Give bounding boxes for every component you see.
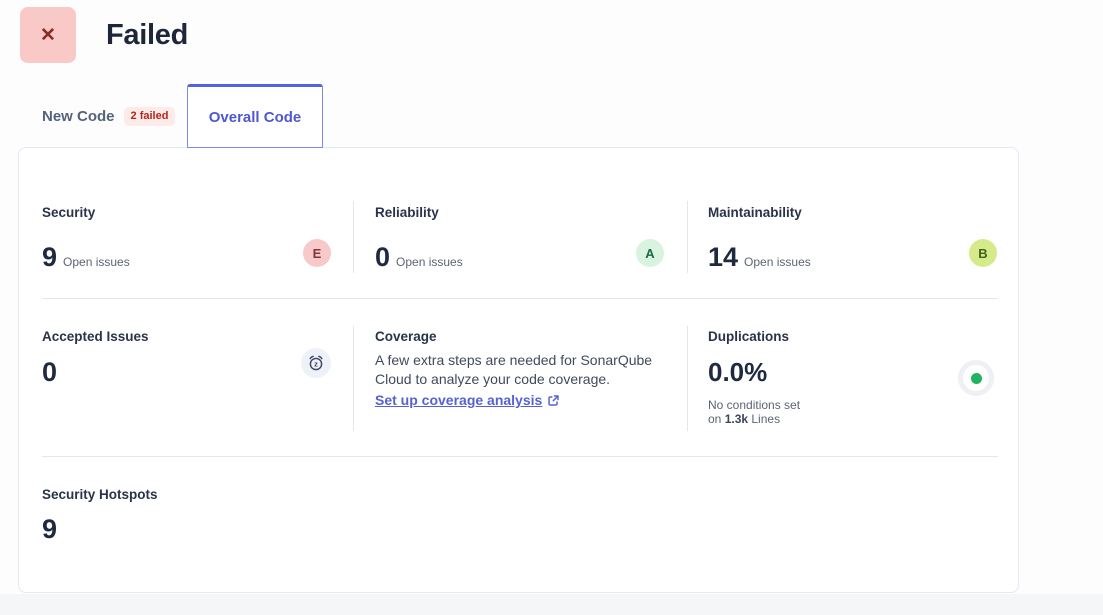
x-icon: ✕ bbox=[40, 24, 56, 46]
duplication-ring-icon bbox=[958, 360, 994, 396]
security-caption: Open issues bbox=[63, 255, 130, 269]
reliability-rating-letter: A bbox=[645, 245, 655, 261]
alarm-snooze-icon: z bbox=[309, 355, 323, 371]
security-value: 9 bbox=[42, 242, 58, 272]
failed-status-icon: ✕ bbox=[20, 7, 76, 63]
security-rating-letter: E bbox=[312, 245, 322, 261]
duplications-note-suffix: Lines bbox=[748, 412, 781, 426]
tab-new-code[interactable]: New Code 2 failed bbox=[42, 84, 176, 148]
duplication-dot-icon bbox=[970, 372, 982, 384]
maintainability-open-issues[interactable]: 14 Open issues bbox=[708, 243, 811, 271]
duplications-note: No conditions set on 1.3k Lines bbox=[708, 398, 810, 426]
tab-overall-code-label: Overall Code bbox=[208, 108, 302, 126]
column-divider bbox=[687, 326, 688, 431]
reliability-caption: Open issues bbox=[396, 255, 463, 269]
duplications-label: Duplications bbox=[708, 329, 790, 344]
duplications-value: 0.0% bbox=[708, 357, 768, 387]
reliability-open-issues[interactable]: 0 Open issues bbox=[375, 243, 463, 271]
duplications-percentage[interactable]: 0.0% bbox=[708, 358, 767, 386]
maintainability-label: Maintainability bbox=[708, 205, 802, 220]
page-title: Failed bbox=[106, 18, 188, 51]
page-background-strip bbox=[0, 594, 1103, 615]
accepted-issues-label: Accepted Issues bbox=[42, 329, 149, 344]
maintainability-value: 14 bbox=[708, 242, 739, 272]
tab-overall-code[interactable]: Overall Code bbox=[187, 84, 323, 148]
row-divider bbox=[42, 298, 998, 299]
svg-text:z: z bbox=[314, 360, 318, 369]
coverage-description: A few extra steps are needed for SonarQu… bbox=[375, 352, 653, 387]
reliability-rating-badge[interactable]: A bbox=[636, 239, 664, 267]
column-divider bbox=[687, 201, 688, 273]
duplications-note-prefix: No conditions set on bbox=[708, 398, 801, 426]
duplications-lines-count: 1.3k bbox=[724, 412, 749, 426]
accepted-issues-value: 0 bbox=[42, 357, 58, 387]
maintainability-rating-badge[interactable]: B bbox=[969, 239, 997, 267]
reliability-label: Reliability bbox=[375, 205, 439, 220]
reliability-value: 0 bbox=[375, 242, 391, 272]
maintainability-caption: Open issues bbox=[744, 255, 811, 269]
accepted-issues-icon-circle: z bbox=[301, 348, 331, 378]
quality-gate-header: ✕ Failed bbox=[20, 7, 188, 63]
maintainability-rating-letter: B bbox=[978, 245, 988, 261]
security-hotspots-label: Security Hotspots bbox=[42, 487, 158, 502]
setup-coverage-link[interactable]: Set up coverage analysis bbox=[375, 392, 560, 408]
security-hotspots-value: 9 bbox=[42, 514, 58, 544]
security-label: Security bbox=[42, 205, 96, 220]
accepted-issues-count[interactable]: 0 bbox=[42, 358, 57, 386]
row-divider bbox=[42, 456, 998, 457]
coverage-label: Coverage bbox=[375, 329, 437, 344]
setup-coverage-link-label: Set up coverage analysis bbox=[375, 392, 543, 408]
security-rating-badge[interactable]: E bbox=[303, 239, 331, 267]
column-divider bbox=[353, 201, 354, 273]
new-code-failed-badge: 2 failed bbox=[123, 106, 176, 126]
security-hotspots-count[interactable]: 9 bbox=[42, 515, 57, 543]
tab-new-code-label: New Code bbox=[42, 107, 115, 125]
external-link-icon bbox=[548, 394, 560, 406]
column-divider bbox=[353, 326, 354, 431]
overall-code-panel: Security 9 Open issues E Reliability 0 O… bbox=[18, 147, 1019, 593]
security-open-issues[interactable]: 9 Open issues bbox=[42, 243, 130, 271]
